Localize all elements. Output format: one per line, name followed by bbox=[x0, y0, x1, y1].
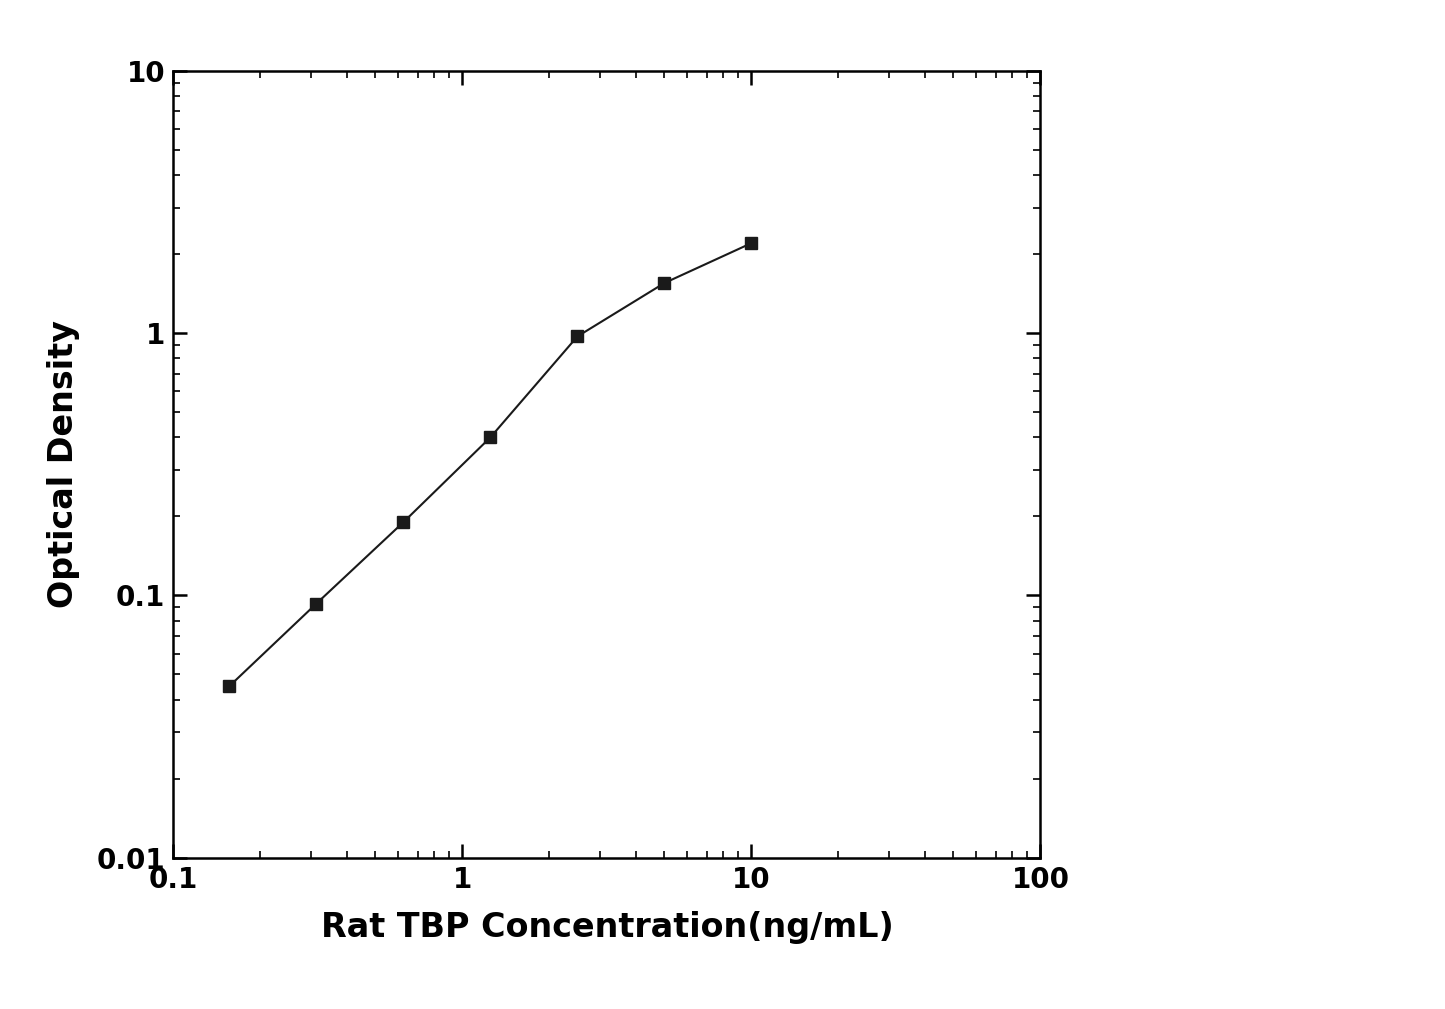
X-axis label: Rat TBP Concentration(ng/mL): Rat TBP Concentration(ng/mL) bbox=[321, 911, 893, 943]
Y-axis label: Optical Density: Optical Density bbox=[46, 320, 79, 608]
